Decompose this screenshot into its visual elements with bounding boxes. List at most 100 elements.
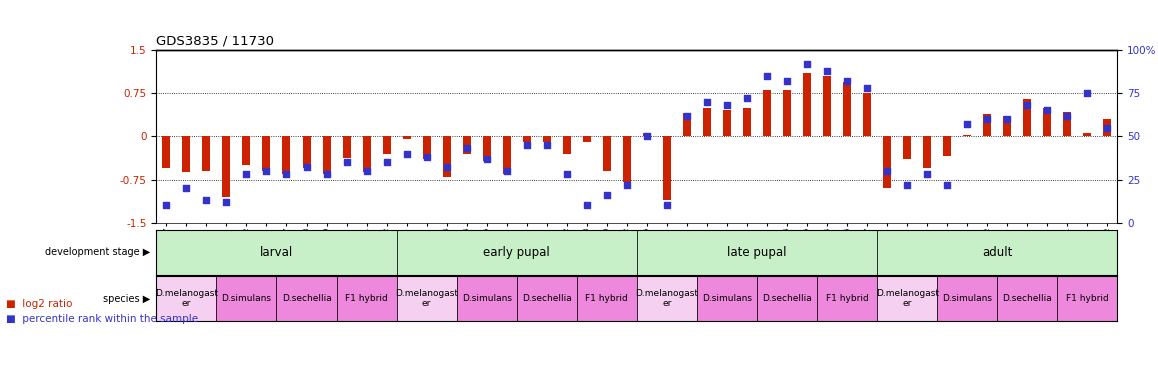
Point (378, 159, 396, 166)
Point (518, 142, 536, 148)
Point (998, 116, 1017, 122)
Bar (423, 136, 431, 159)
Bar (396, 276, 456, 321)
Point (658, 202, 676, 209)
Bar (944, 136, 951, 157)
Point (1078, 90, 1097, 96)
Point (677, 113, 696, 119)
Text: early pupal: early pupal (483, 246, 550, 259)
Bar (697, 276, 757, 321)
Bar (884, 136, 892, 188)
Point (598, 192, 616, 198)
Bar (603, 136, 611, 171)
Bar (382, 136, 390, 154)
Bar (662, 136, 670, 200)
Bar (302, 136, 310, 168)
Text: D.melanogast
er: D.melanogast er (155, 289, 218, 308)
Bar (203, 136, 211, 171)
Text: D.melanogast
er: D.melanogast er (636, 289, 698, 308)
Text: larval: larval (259, 246, 293, 259)
Bar (643, 134, 651, 136)
Bar (277, 276, 337, 321)
Text: D.simulans: D.simulans (702, 294, 752, 303)
Bar (543, 136, 551, 142)
Bar (263, 136, 271, 171)
Bar (1043, 108, 1051, 136)
Bar (582, 136, 591, 142)
Point (818, 68, 836, 74)
Point (197, 197, 215, 204)
Point (1058, 113, 1077, 119)
Bar (703, 108, 711, 136)
Text: F1 hybrid: F1 hybrid (345, 294, 388, 303)
Point (897, 182, 916, 188)
Bar (863, 93, 871, 136)
Bar (463, 136, 470, 154)
Point (738, 95, 756, 101)
Bar (903, 136, 911, 159)
Bar (1063, 112, 1071, 136)
Point (1038, 108, 1056, 114)
Bar (283, 136, 291, 174)
Point (979, 116, 997, 122)
Bar (323, 136, 330, 174)
Point (257, 168, 276, 174)
Bar (162, 136, 170, 168)
Bar (396, 230, 637, 275)
Bar (1084, 134, 1092, 136)
Bar (563, 136, 571, 154)
Bar (997, 276, 1057, 321)
Bar (516, 276, 577, 321)
Bar (503, 136, 511, 174)
Bar (362, 136, 371, 172)
Point (918, 171, 937, 177)
Bar (182, 136, 190, 172)
Point (1018, 102, 1036, 108)
Text: D.melanogast
er: D.melanogast er (875, 289, 939, 308)
Point (718, 102, 736, 108)
Bar (456, 276, 516, 321)
Bar (937, 276, 997, 321)
Bar (923, 136, 931, 168)
Text: D.sechellia: D.sechellia (1003, 294, 1053, 303)
Point (277, 171, 295, 177)
Point (698, 99, 717, 105)
Bar (843, 82, 851, 136)
Bar (983, 114, 991, 136)
Text: ■  percentile rank within the sample: ■ percentile rank within the sample (6, 314, 198, 324)
Point (858, 85, 877, 91)
Bar (337, 276, 396, 321)
Point (337, 159, 356, 166)
Text: D.simulans: D.simulans (943, 294, 992, 303)
Bar (1057, 276, 1117, 321)
Bar (878, 276, 937, 321)
Point (958, 121, 976, 127)
Point (878, 168, 896, 174)
Bar (623, 136, 631, 182)
Point (498, 168, 516, 174)
Text: adult: adult (982, 246, 1012, 259)
Point (358, 168, 376, 174)
Point (417, 154, 435, 160)
Bar (878, 230, 1117, 275)
Point (757, 73, 776, 79)
Text: D.simulans: D.simulans (462, 294, 512, 303)
Text: D.simulans: D.simulans (221, 294, 271, 303)
Text: species ▶: species ▶ (103, 293, 151, 304)
Point (157, 202, 176, 209)
Text: D.melanogast
er: D.melanogast er (395, 289, 459, 308)
Bar (1003, 116, 1011, 136)
Bar (577, 276, 637, 321)
Point (457, 146, 476, 152)
Point (938, 182, 957, 188)
Text: ■  log2 ratio: ■ log2 ratio (6, 299, 72, 309)
Bar (818, 276, 878, 321)
Point (778, 78, 797, 84)
Point (617, 182, 636, 188)
Text: GDS3835 / 11730: GDS3835 / 11730 (156, 35, 274, 48)
Text: D.sechellia: D.sechellia (281, 294, 331, 303)
Bar (783, 90, 791, 136)
Bar (637, 230, 878, 275)
Bar (1024, 99, 1032, 136)
Bar (763, 90, 771, 136)
